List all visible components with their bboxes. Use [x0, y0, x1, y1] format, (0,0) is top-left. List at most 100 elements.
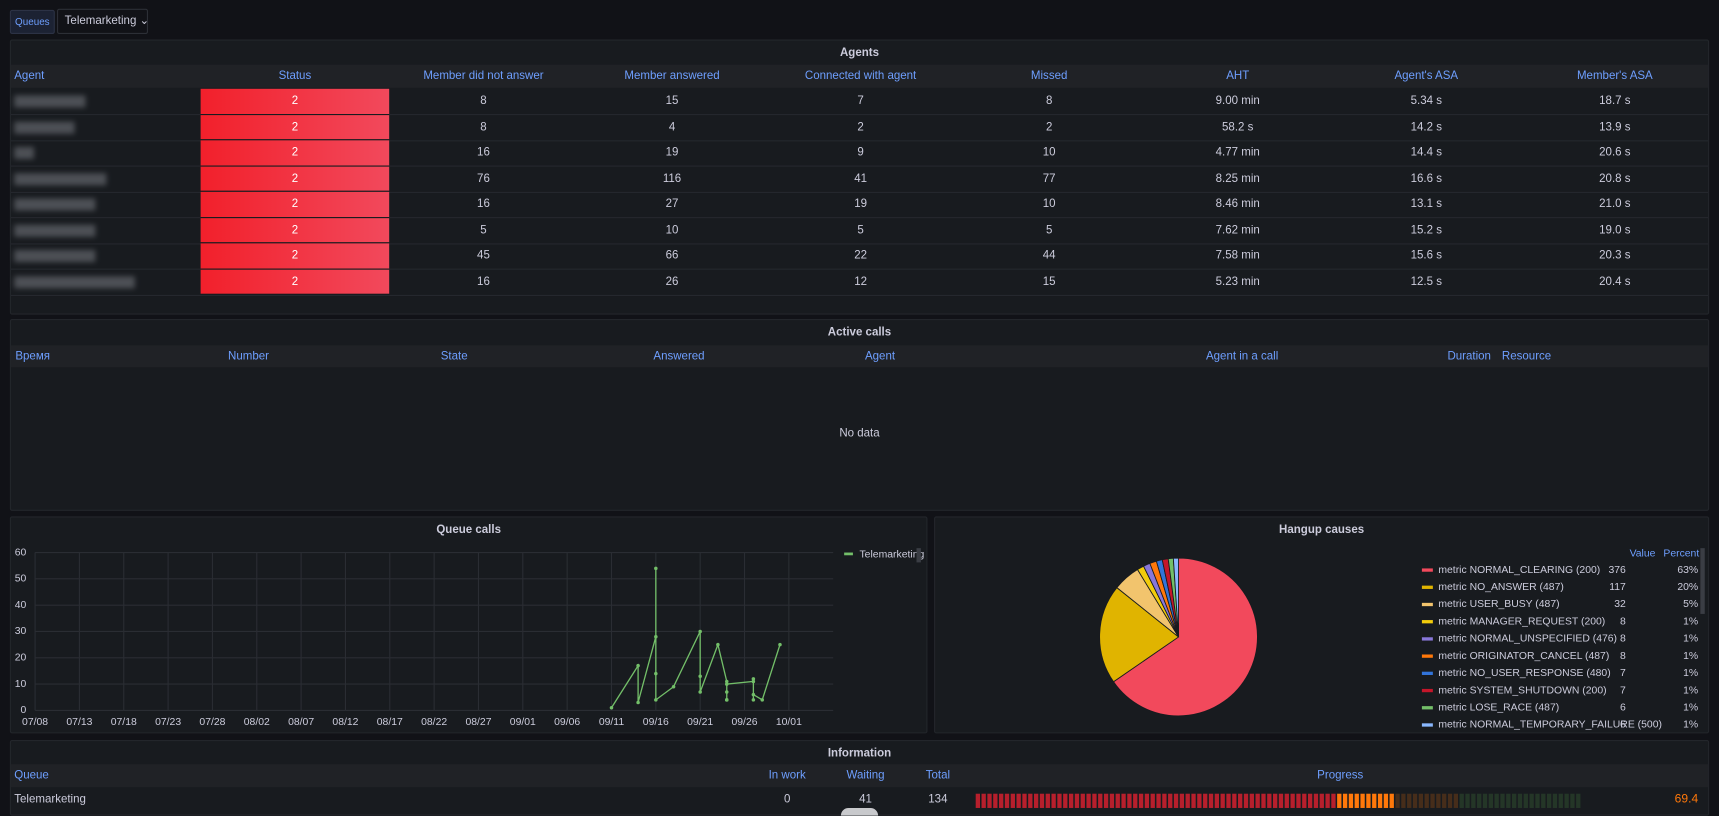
table-cell: 21.0 s	[1599, 197, 1631, 211]
legend-value: 32	[1614, 599, 1626, 610]
gauge-cell	[999, 793, 1004, 808]
x-tick-label: 08/12	[332, 717, 358, 728]
column-header: Agent	[14, 69, 45, 83]
gauge-cell	[1267, 793, 1272, 808]
gauge-cell	[1546, 793, 1552, 808]
gauge-cell	[1558, 793, 1563, 808]
legend-value: 8	[1620, 634, 1626, 645]
data-point	[751, 698, 756, 702]
panel	[934, 516, 1710, 734]
gauge-cell	[1331, 793, 1336, 808]
gauge-cell	[1103, 793, 1109, 808]
gauge-cell	[1080, 793, 1085, 808]
data-point	[725, 682, 729, 686]
gauge-cell	[1389, 793, 1394, 808]
column-header: Status	[278, 69, 312, 83]
data-point	[698, 629, 702, 634]
gauge-cell	[1290, 793, 1295, 808]
gauge-cell	[1255, 793, 1260, 808]
legend-percent: 1%	[1683, 634, 1698, 645]
column-header: Agent's ASA	[1394, 69, 1459, 83]
gauge-cell	[1517, 793, 1523, 808]
table-cell: 44	[1042, 248, 1056, 263]
row-divider	[10, 294, 1709, 296]
table-cell: 5	[480, 223, 487, 237]
gauge-cell	[1354, 793, 1359, 808]
x-tick-label: 08/07	[288, 717, 314, 728]
legend-header: Percent	[1663, 548, 1699, 559]
data-point	[609, 706, 614, 710]
gauge-cell	[1506, 793, 1511, 808]
table-cell: 2	[1045, 120, 1053, 134]
column-header: Answered	[653, 349, 705, 363]
table-cell: 45	[477, 248, 490, 263]
data-point	[698, 690, 702, 694]
gauge-cell	[1552, 793, 1558, 808]
table-cell: 77	[1042, 171, 1056, 185]
legend-swatch	[1421, 637, 1433, 641]
row-divider	[10, 242, 1709, 244]
table-header	[10, 764, 1709, 788]
column-header: Resource	[1501, 349, 1552, 363]
gauge-cell	[1313, 793, 1319, 808]
legend-label: metric NORMAL_CLEARING (200)	[1438, 565, 1600, 576]
gauge-cell	[1401, 793, 1406, 808]
legend-value: 117	[1609, 582, 1626, 593]
table-cell: 15	[1042, 274, 1056, 288]
table-cell: 14.4 s	[1410, 145, 1442, 159]
table-cell: 7.62 min	[1215, 223, 1260, 237]
table-cell: 12.5 s	[1410, 274, 1442, 288]
panel-title: Queue calls	[436, 522, 501, 537]
table-cell: 4.77 min	[1215, 145, 1260, 159]
data-point	[751, 679, 756, 684]
gauge-cell	[1232, 793, 1237, 808]
column-header: Queue	[14, 768, 49, 782]
row-divider	[10, 139, 1709, 141]
legend-percent: 63%	[1677, 565, 1698, 576]
queues-button[interactable]: Queues	[9, 9, 55, 34]
legend-value: 7	[1620, 685, 1626, 696]
table-cell: 12	[854, 274, 868, 288]
gauge-cell	[1238, 793, 1243, 808]
gauge-cell	[1471, 793, 1476, 808]
gauge-cell	[1512, 793, 1517, 808]
table-cell: 8	[480, 120, 487, 134]
gauge-cell	[1395, 793, 1400, 808]
x-tick-label: 07/13	[66, 717, 92, 728]
legend-percent: 1%	[1683, 720, 1698, 731]
y-tick-label: 30	[15, 626, 27, 637]
y-tick-label: 20	[15, 653, 27, 664]
agent-name-blurred	[14, 275, 135, 288]
x-tick-label: 09/21	[687, 717, 713, 728]
table-cell: 22	[854, 248, 868, 263]
gauge-cell	[1529, 793, 1534, 808]
column-header: Member answered	[624, 69, 720, 83]
queue-select[interactable]: Telemarketing ⌄	[57, 8, 149, 34]
legend-percent: 5%	[1683, 599, 1698, 610]
column-header: Member's ASA	[1576, 69, 1653, 83]
legend-value: 376	[1608, 565, 1626, 576]
gauge-cell	[1307, 793, 1313, 808]
gauge-cell	[1208, 793, 1214, 808]
gauge-cell	[1296, 793, 1301, 808]
table-cell: 134	[928, 792, 948, 806]
table-cell: 0	[783, 792, 791, 806]
x-tick-label: 08/22	[421, 717, 447, 728]
gauge-cell	[1191, 793, 1196, 808]
table-cell: 4	[668, 120, 676, 134]
table-cell: 66	[665, 248, 679, 263]
agent-name-blurred	[14, 198, 96, 211]
gauge-cell	[1442, 793, 1447, 808]
gauge-cell	[1057, 793, 1062, 808]
legend-swatch	[1421, 688, 1433, 693]
gauge-cell	[1535, 793, 1540, 808]
table-cell: 41	[854, 171, 868, 185]
agent-name-blurred	[14, 172, 107, 185]
legend-label: metric MANAGER_REQUEST (200)	[1438, 616, 1605, 627]
table-cell: 10	[1042, 145, 1056, 159]
data-point	[716, 642, 720, 647]
gauge-cell	[1133, 793, 1138, 808]
table-cell: 8.46 min	[1215, 197, 1260, 211]
gauge-cell	[1051, 793, 1056, 808]
gauge-cell	[1407, 793, 1412, 808]
